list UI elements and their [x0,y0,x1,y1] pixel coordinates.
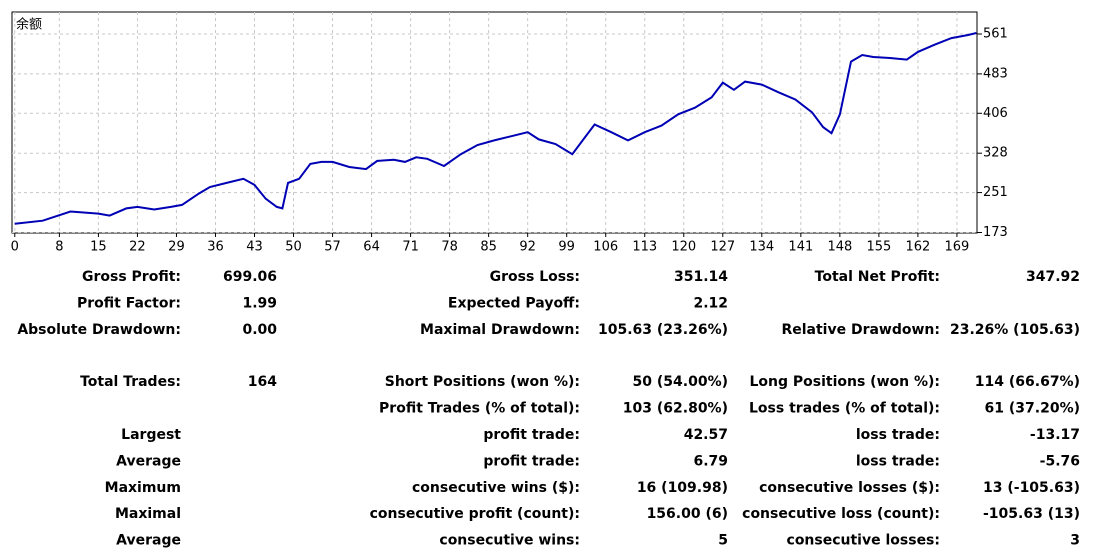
x-tick-label: 113 [632,240,657,255]
x-tick-label: 78 [441,240,458,255]
stat-value: 23.26% (105.63) [950,322,1080,338]
x-tick-label: 134 [749,240,774,255]
x-tick-label: 99 [558,240,575,255]
stat-label: Gross Loss: [490,269,580,285]
x-tick-label: 43 [246,240,263,255]
y-tick-label: 406 [983,106,1008,121]
stat-label: Average [116,453,181,469]
stat-value: 156.00 (6) [647,506,728,522]
y-tick-label: 328 [983,146,1008,161]
y-tick-label: 251 [983,185,1008,200]
stat-value: 699.06 [223,269,277,285]
x-tick-label: 155 [866,240,891,255]
x-tick-label: 85 [480,240,497,255]
stat-value: -5.76 [1040,453,1080,469]
stat-label: consecutive profit (count): [370,506,580,522]
x-tick-label: 50 [285,240,302,255]
stat-label: Profit Trades (% of total): [379,401,580,417]
stat-label: consecutive losses ($): [759,480,940,496]
plot-frame [11,11,978,234]
stat-value: 3 [1070,533,1080,549]
stat-label: profit trade: [483,453,580,469]
stat-label: Loss trades (% of total): [749,401,940,417]
x-tick-label: 0 [11,240,19,255]
stat-label: Long Positions (won %): [749,374,940,390]
stat-value: 164 [248,374,277,390]
y-tick-label: 561 [983,26,1008,41]
stat-label: consecutive losses: [787,533,940,549]
x-tick-label: 148 [827,240,852,255]
stat-value: 1.99 [242,295,277,311]
stat-label: Gross Profit: [82,269,181,285]
stat-value: 50 (54.00%) [633,374,728,390]
x-tick-label: 29 [168,240,185,255]
stat-label: consecutive wins ($): [412,480,580,496]
stat-label: Maximal Drawdown: [420,322,580,338]
stat-value: -105.63 (13) [983,506,1080,522]
x-tick-label: 15 [90,240,107,255]
chart-title: 余额 [16,17,42,33]
stat-value: 5 [718,533,728,549]
stat-label: Maximal [115,506,181,522]
y-tick-label: 173 [983,225,1008,240]
stat-value: 114 (66.67%) [975,374,1080,390]
stat-label: loss trade: [856,453,940,469]
stat-value: 105.63 (23.26%) [598,322,728,338]
stat-label: consecutive wins: [439,533,580,549]
stat-value: 351.14 [674,269,728,285]
x-tick-label: 22 [129,240,146,255]
x-tick-label: 162 [905,240,930,255]
stat-label: Total Net Profit: [815,269,940,285]
stat-label: Average [116,533,181,549]
stat-label: Maximum [105,480,181,496]
stat-label: loss trade: [856,427,940,443]
stat-value: 103 (62.80%) [623,401,728,417]
stat-value: -13.17 [1030,427,1080,443]
stat-label: consecutive loss (count): [742,506,940,522]
x-tick-label: 106 [593,240,618,255]
stat-value: 61 (37.20%) [985,401,1080,417]
x-tick-label: 71 [402,240,419,255]
stat-label: Absolute Drawdown: [17,322,181,338]
stat-label: Total Trades: [80,374,181,390]
y-tick-label: 483 [983,66,1008,81]
stat-value: 16 (109.98) [637,480,728,496]
stat-label: profit trade: [483,427,580,443]
x-tick-label: 64 [363,240,380,255]
stat-value: 0.00 [242,322,277,338]
x-tick-label: 141 [788,240,813,255]
x-tick-label: 169 [945,240,970,255]
x-tick-label: 57 [324,240,341,255]
stat-label: Profit Factor: [77,295,181,311]
x-tick-label: 92 [519,240,536,255]
stat-value: 6.79 [693,453,728,469]
x-tick-label: 127 [710,240,735,255]
x-tick-label: 120 [671,240,696,255]
stat-value: 13 (-105.63) [983,480,1080,496]
stat-label: Expected Payoff: [448,295,580,311]
stat-label: Relative Drawdown: [781,322,940,338]
stat-value: 42.57 [684,427,728,443]
stat-label: Largest [121,427,181,443]
stat-value: 347.92 [1026,269,1080,285]
stat-label: Short Positions (won %): [385,374,580,390]
balance-line [14,32,977,225]
x-tick-label: 8 [55,240,63,255]
x-tick-label: 36 [207,240,224,255]
stat-value: 2.12 [693,295,728,311]
